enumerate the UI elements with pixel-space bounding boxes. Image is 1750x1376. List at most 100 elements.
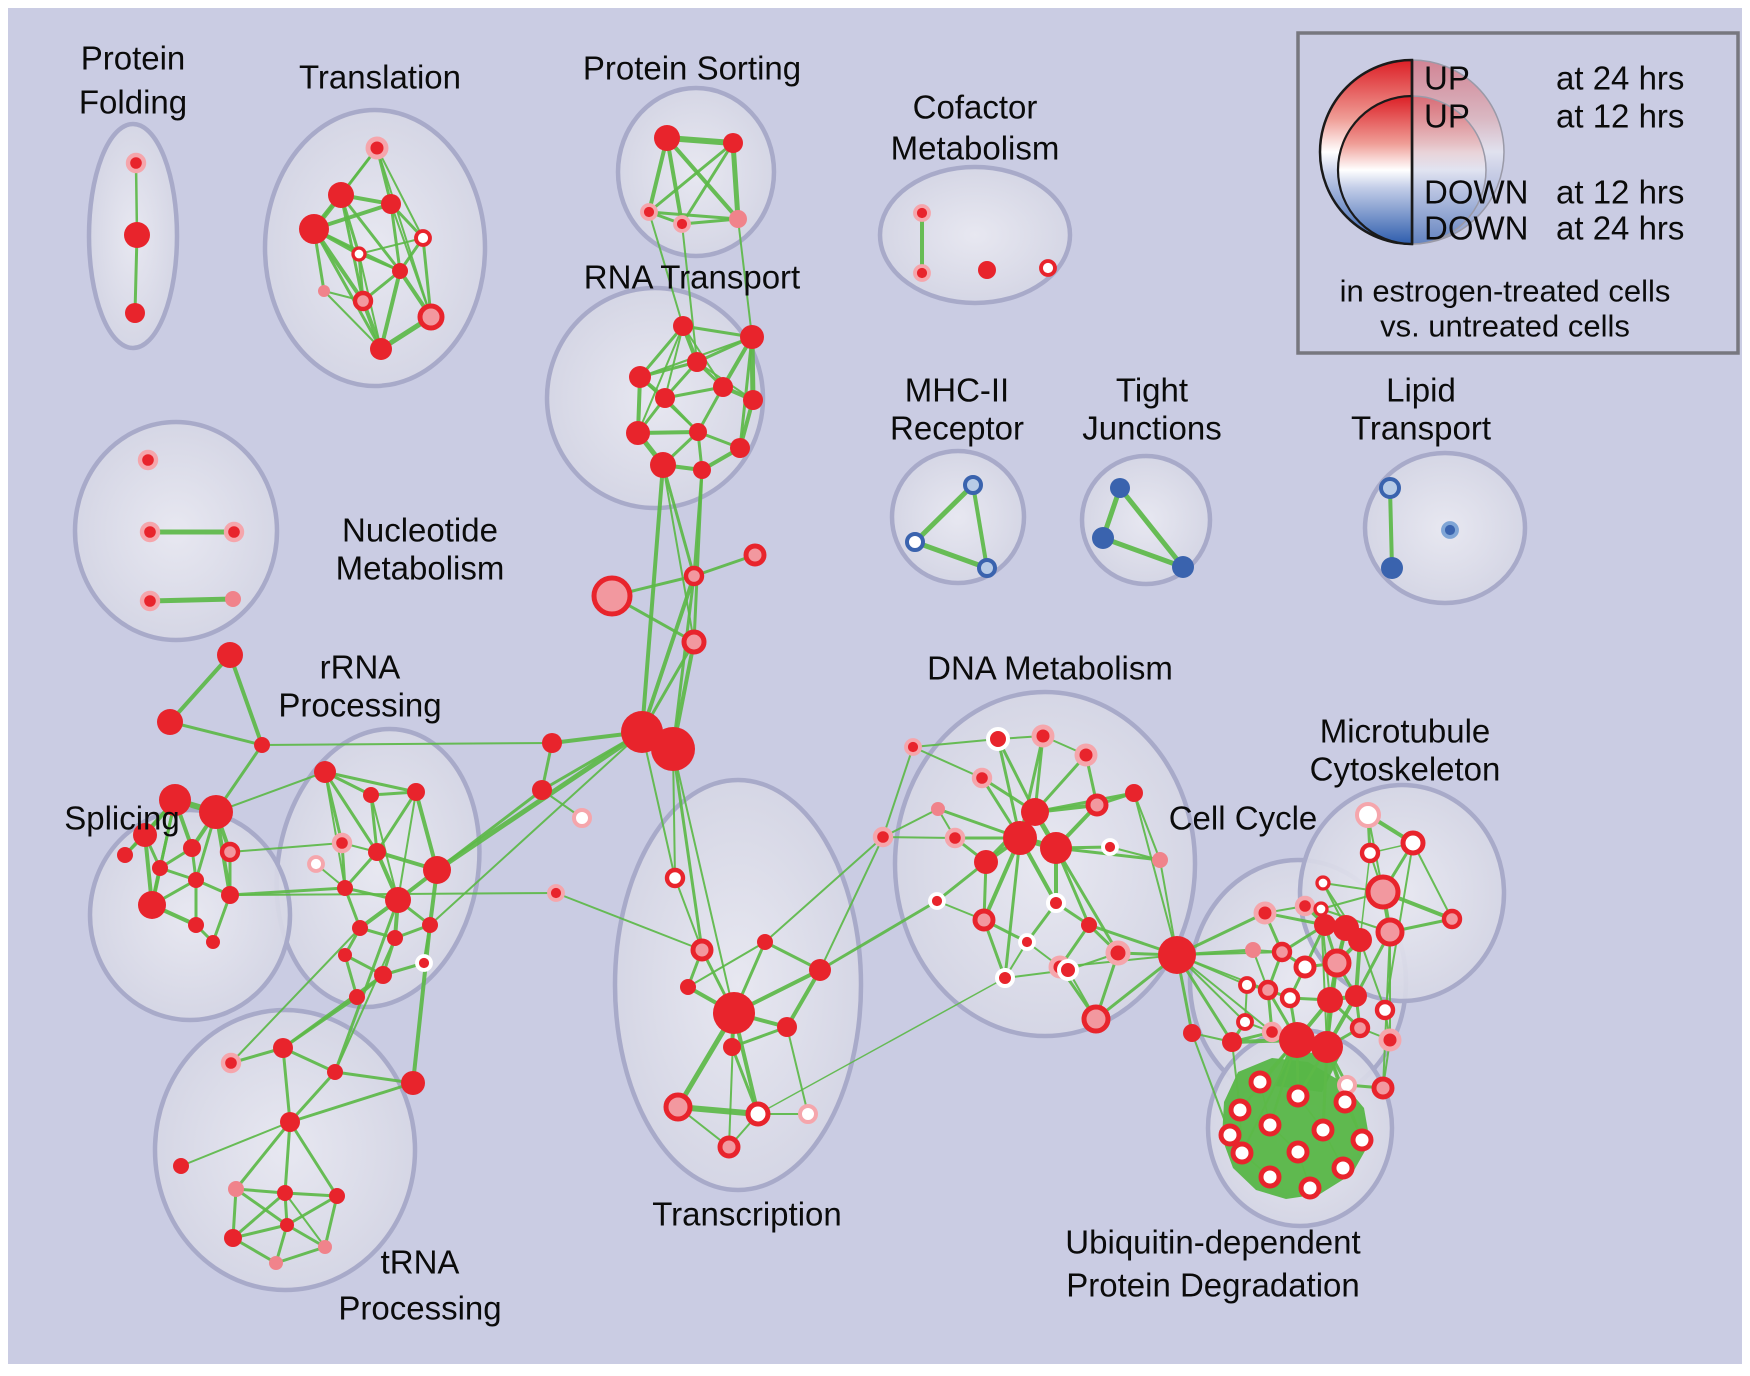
node-sp10 bbox=[117, 847, 133, 863]
node-rr14 bbox=[415, 954, 433, 972]
node-tx4 bbox=[809, 959, 831, 981]
node-sp6 bbox=[188, 872, 204, 888]
network-edge bbox=[730, 140, 741, 222]
node-lh2 bbox=[572, 808, 592, 828]
network-edge bbox=[334, 937, 396, 1073]
node-d8 bbox=[1085, 793, 1109, 817]
node-sp11 bbox=[206, 935, 220, 949]
node-c0 bbox=[1253, 901, 1277, 925]
node-lp0 bbox=[1379, 477, 1401, 499]
node-rt5 bbox=[655, 388, 675, 408]
network-edge bbox=[434, 729, 645, 873]
node-tra11 bbox=[269, 1256, 283, 1270]
node-cf1 bbox=[913, 264, 931, 282]
cluster-ellipse-trna-processing bbox=[152, 1007, 418, 1293]
node-rr6 bbox=[337, 880, 353, 896]
node-d13 bbox=[1152, 852, 1168, 868]
cluster-label-ubiquitin-degradation-1: Protein Degradation bbox=[1066, 1267, 1360, 1304]
legend-time-2: at 12 hrs bbox=[1556, 174, 1684, 211]
cluster-ellipse-transcription bbox=[612, 777, 864, 1193]
node-rr5 bbox=[368, 843, 386, 861]
node-pk0 bbox=[547, 884, 565, 902]
node-c19 bbox=[1349, 1017, 1371, 1039]
legend-ring-12h-right bbox=[1411, 95, 1487, 245]
node-cf2 bbox=[978, 261, 996, 279]
network-edge bbox=[647, 210, 740, 221]
node-tra5 bbox=[173, 1158, 189, 1174]
node-u6 bbox=[1350, 1128, 1374, 1152]
legend-time-0: at 24 hrs bbox=[1556, 60, 1684, 97]
node-sp1 bbox=[199, 795, 233, 829]
cluster-label-cell-cycle-0: Cell Cycle bbox=[1169, 800, 1318, 837]
network-edge bbox=[229, 842, 343, 853]
node-rt6 bbox=[743, 390, 763, 410]
network-edge bbox=[285, 1223, 327, 1249]
node-t2 bbox=[381, 194, 401, 214]
cluster-label-trna-processing-0: tRNA bbox=[381, 1244, 460, 1281]
node-sp3 bbox=[183, 839, 201, 857]
cluster-label-ubiquitin-degradation-0: Ubiquitin-dependent bbox=[1065, 1224, 1360, 1261]
network-edge bbox=[168, 720, 264, 747]
node-ch3 bbox=[743, 543, 767, 567]
node-bn bbox=[872, 826, 894, 848]
node-ch0 bbox=[681, 629, 707, 655]
node-d14 bbox=[928, 892, 946, 910]
node-c17 bbox=[1311, 1031, 1343, 1063]
node-tra9 bbox=[224, 1229, 242, 1247]
node-c15 bbox=[1261, 1021, 1283, 1043]
node-tra2 bbox=[401, 1071, 425, 1095]
network-edge bbox=[912, 738, 999, 748]
network-edge bbox=[555, 892, 703, 951]
network-edge bbox=[147, 596, 236, 604]
node-tra1 bbox=[327, 1064, 343, 1080]
node-sp7 bbox=[138, 891, 166, 919]
node-rr10 bbox=[387, 930, 403, 946]
node-c5 bbox=[1271, 941, 1293, 963]
node-d2 bbox=[1074, 743, 1098, 767]
network-edge bbox=[180, 1121, 291, 1167]
node-c9 bbox=[1238, 976, 1256, 994]
network-edge bbox=[882, 836, 956, 839]
node-mt4 bbox=[1375, 917, 1405, 947]
node-c14 bbox=[1236, 1013, 1254, 1031]
cluster-label-rrna-processing-0: rRNA bbox=[320, 649, 401, 686]
node-c21 bbox=[1378, 1028, 1402, 1052]
node-t9 bbox=[417, 303, 445, 331]
node-c8 bbox=[1348, 928, 1372, 952]
cluster-label-rrna-processing-1: Processing bbox=[278, 687, 441, 724]
cluster-label-trna-processing-1: Processing bbox=[338, 1290, 501, 1327]
network-edge bbox=[692, 468, 704, 644]
cluster-label-protein-folding-1: Folding bbox=[79, 84, 187, 121]
network-edge bbox=[912, 539, 990, 571]
node-d7 bbox=[1040, 832, 1072, 864]
cluster-label-microtubule-cytoskeleton-1: Cytoskeleton bbox=[1310, 751, 1501, 788]
cluster-label-mhc-ii-receptor-0: MHC-II bbox=[905, 372, 1009, 409]
node-tj1 bbox=[1092, 527, 1114, 549]
node-st0 bbox=[217, 642, 243, 668]
cluster-label-protein-sorting-0: Protein Sorting bbox=[583, 50, 801, 87]
cluster-label-cofactor-metabolism-1: Metabolism bbox=[891, 130, 1060, 167]
network-edge bbox=[674, 877, 703, 951]
node-c16 bbox=[1279, 1022, 1315, 1058]
node-d26 bbox=[904, 738, 922, 756]
node-rt2 bbox=[687, 352, 707, 372]
node-c13 bbox=[1345, 985, 1367, 1007]
network-edge bbox=[358, 237, 424, 255]
node-mt5 bbox=[1441, 908, 1463, 930]
cluster-label-tight-junctions-1: Junctions bbox=[1082, 410, 1221, 447]
network-edge bbox=[168, 653, 232, 724]
cluster-label-protein-folding-0: Protein bbox=[81, 40, 186, 77]
node-tx1 bbox=[690, 938, 714, 962]
node-ov1 bbox=[1313, 901, 1329, 917]
network-edge bbox=[664, 325, 684, 399]
network-edge bbox=[228, 886, 347, 897]
cluster-label-microtubule-cytoskeleton-0: Microtubule bbox=[1320, 713, 1491, 750]
node-rr9 bbox=[352, 920, 368, 936]
cluster-label-tight-junctions-0: Tight bbox=[1116, 372, 1188, 409]
node-tra3 bbox=[220, 1052, 242, 1074]
network-edge bbox=[283, 1191, 339, 1198]
node-mt2 bbox=[1359, 842, 1381, 864]
network-edge bbox=[369, 793, 379, 854]
network-edge bbox=[234, 1187, 287, 1195]
